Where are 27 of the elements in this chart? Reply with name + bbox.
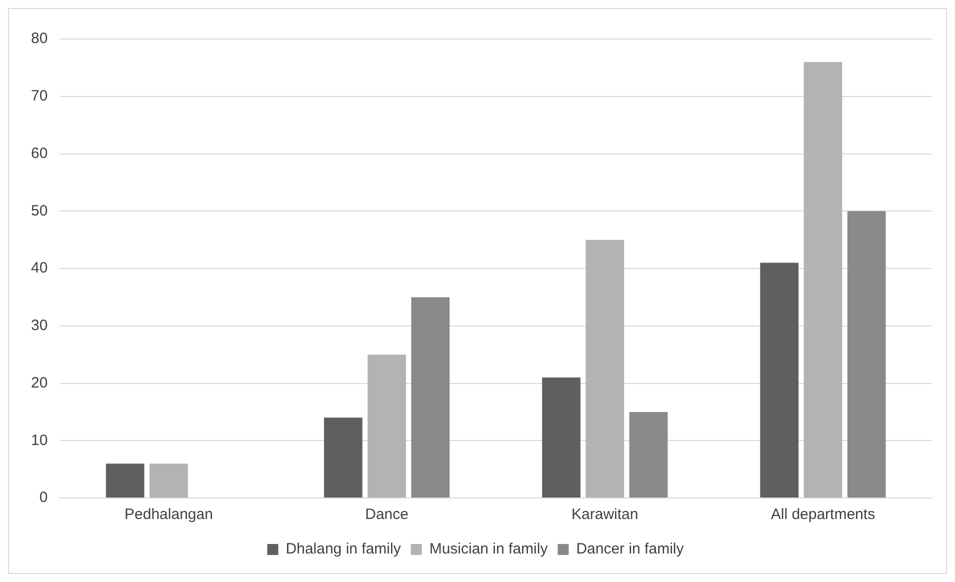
legend-label: Musician in family bbox=[429, 540, 548, 558]
y-tick-label: 80 bbox=[30, 30, 48, 48]
y-tick-label: 30 bbox=[30, 317, 48, 334]
legend-label: Dhalang in family bbox=[286, 540, 402, 558]
x-tick-label: Dance bbox=[365, 506, 408, 524]
x-tick-label: Karawitan bbox=[572, 506, 638, 524]
legend-label: Dancer in family bbox=[576, 540, 684, 558]
bar bbox=[542, 378, 580, 498]
x-tick-label: Pedhalangan bbox=[124, 506, 213, 524]
bar bbox=[106, 464, 144, 498]
x-tick-label: All departments bbox=[770, 506, 876, 524]
bar bbox=[760, 262, 799, 498]
bar bbox=[847, 211, 886, 498]
bar bbox=[804, 62, 842, 498]
bar bbox=[586, 240, 624, 498]
y-tick-label: 40 bbox=[30, 260, 48, 277]
bar bbox=[150, 464, 188, 498]
y-tick-label: 70 bbox=[30, 88, 48, 105]
y-tick-label: 0 bbox=[39, 489, 48, 506]
bar bbox=[411, 297, 450, 498]
y-tick-label: 60 bbox=[30, 144, 48, 162]
y-tick-label: 20 bbox=[30, 374, 48, 392]
y-tick-label: 50 bbox=[30, 202, 48, 220]
bar bbox=[629, 412, 668, 498]
y-tick-label: 10 bbox=[30, 432, 48, 449]
bar bbox=[324, 418, 362, 498]
bar bbox=[368, 354, 406, 498]
